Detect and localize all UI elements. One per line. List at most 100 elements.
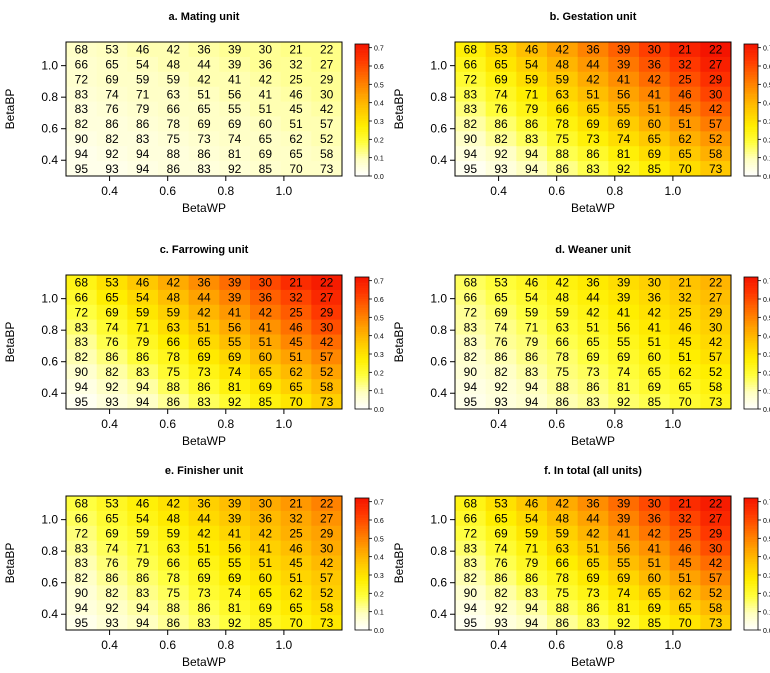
- heatmap-cell: [250, 116, 282, 132]
- heatmap-cell: [280, 131, 312, 147]
- cell-label: 66: [464, 58, 478, 72]
- heatmap-cell: [219, 275, 251, 291]
- cell-label: 39: [617, 497, 631, 511]
- heatmap-cell: [311, 394, 343, 410]
- heatmap-cell: [485, 319, 517, 335]
- cell-label: 42: [586, 526, 600, 540]
- heatmap-cell: [188, 86, 220, 102]
- heatmap-cell: [547, 349, 579, 365]
- heatmap-cell: [485, 334, 517, 350]
- cell-label: 51: [197, 320, 211, 334]
- colorbar-frame: [354, 43, 370, 177]
- cell-label: 29: [320, 526, 334, 540]
- plot-frame: [454, 41, 732, 177]
- colorbar-frame: [354, 497, 370, 631]
- colorbar-frame: [743, 497, 759, 631]
- cell-label: 60: [648, 571, 662, 585]
- heatmap-cell: [66, 349, 98, 365]
- cell-label: 92: [228, 395, 242, 409]
- x-tick-label: 1.0: [665, 184, 682, 198]
- heatmap-cell: [669, 555, 701, 571]
- cell-label: 69: [105, 526, 119, 540]
- cell-label: 73: [586, 586, 600, 600]
- cell-label: 52: [320, 586, 334, 600]
- heatmap-cell: [669, 334, 701, 350]
- heatmap-cell: [311, 56, 343, 73]
- heatmap-cell: [608, 86, 640, 102]
- cell-label: 74: [494, 541, 508, 555]
- cell-label: 51: [648, 556, 662, 570]
- heatmap-cell: [455, 146, 487, 162]
- colorbar-segment: [355, 112, 369, 115]
- heatmap-cell: [158, 146, 190, 162]
- heatmap-cell: [158, 275, 190, 291]
- y-axis-label: BetaBP: [3, 89, 17, 130]
- cell-label: 21: [289, 276, 303, 290]
- y-tick-label: 1.0: [41, 513, 58, 527]
- heatmap-cell: [485, 349, 517, 365]
- heatmap-cell: [188, 600, 220, 616]
- colorbar-segment: [744, 94, 758, 98]
- cell-label: 73: [197, 132, 211, 146]
- colorbar-segment: [355, 559, 369, 563]
- colorbar-segment: [355, 583, 369, 587]
- heatmap-cell: [577, 101, 609, 117]
- colorbar-segment: [355, 314, 369, 317]
- heatmap-cell: [669, 56, 701, 73]
- cell-label: 46: [678, 87, 692, 101]
- heatmap-cell: [219, 600, 251, 616]
- cell-label: 92: [617, 395, 631, 409]
- cell-label: 41: [617, 305, 631, 319]
- cell-label: 94: [75, 147, 89, 161]
- heatmap-cell: [96, 600, 128, 616]
- cell-label: 94: [75, 601, 89, 615]
- colorbar-segment: [355, 169, 369, 172]
- cell-label: 39: [228, 291, 242, 305]
- colorbar-segment: [744, 402, 758, 405]
- colorbar-segment: [744, 132, 758, 135]
- colorbar-segment: [355, 398, 369, 401]
- heatmap-cell: [280, 56, 312, 73]
- heatmap-cell: [639, 555, 671, 571]
- cell-label: 59: [556, 526, 570, 540]
- colorbar-segment: [744, 70, 758, 73]
- heatmap-cell: [250, 275, 282, 291]
- colorbar-segment: [355, 590, 369, 593]
- cell-label: 51: [678, 117, 692, 131]
- colorbar-segment: [355, 323, 369, 326]
- heatmap-cell: [608, 525, 640, 542]
- cell-label: 81: [617, 380, 631, 394]
- colorbar-segment: [744, 570, 758, 574]
- cell-label: 94: [464, 147, 478, 161]
- cell-label: 44: [586, 512, 600, 526]
- cell-label: 86: [105, 117, 119, 131]
- heatmap-cell: [608, 319, 640, 335]
- heatmap-cell: [577, 525, 609, 542]
- colorbar-segment: [744, 398, 758, 401]
- colorbar-segment: [744, 46, 758, 49]
- cell-label: 85: [259, 616, 273, 630]
- colorbar-segment: [355, 107, 369, 111]
- cell-label: 62: [678, 365, 692, 379]
- heatmap-cell: [188, 570, 220, 586]
- cell-label: 71: [136, 541, 150, 555]
- cell-label: 88: [556, 380, 570, 394]
- heatmap-cell: [280, 379, 312, 395]
- colorbar-segment: [744, 294, 758, 298]
- heatmap-cell: [669, 349, 701, 365]
- heatmap-cell: [639, 101, 671, 117]
- heatmap-cell: [516, 525, 548, 542]
- heatmap-cell: [188, 540, 220, 556]
- x-axis-label: BetaWP: [571, 201, 615, 215]
- colorbar-segment: [355, 561, 369, 565]
- y-axis-label: BetaBP: [392, 543, 406, 584]
- heatmap-cell: [66, 146, 98, 162]
- heatmap-cell: [66, 600, 98, 616]
- cell-label: 56: [228, 87, 242, 101]
- colorbar-segment: [744, 404, 758, 408]
- cell-label: 44: [586, 291, 600, 305]
- heatmap-cell: [311, 319, 343, 335]
- cell-label: 69: [228, 571, 242, 585]
- heatmap-cell: [188, 496, 220, 512]
- heatmap-cell: [608, 585, 640, 601]
